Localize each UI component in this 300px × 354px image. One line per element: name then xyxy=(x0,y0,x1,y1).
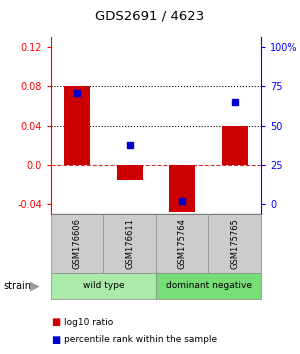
Text: GDS2691 / 4623: GDS2691 / 4623 xyxy=(95,10,205,22)
Text: GSM176606: GSM176606 xyxy=(73,218,82,269)
Bar xyxy=(169,165,195,212)
Text: ■: ■ xyxy=(51,335,60,345)
Text: log10 ratio: log10 ratio xyxy=(64,318,114,327)
Text: GSM175765: GSM175765 xyxy=(230,218,239,269)
Bar xyxy=(64,86,90,165)
Bar xyxy=(117,165,143,180)
Text: GSM175764: GSM175764 xyxy=(178,218,187,269)
Text: GSM176611: GSM176611 xyxy=(125,218,134,269)
Text: strain: strain xyxy=(3,281,31,291)
Text: ■: ■ xyxy=(51,317,60,327)
Text: dominant negative: dominant negative xyxy=(166,281,251,290)
Bar xyxy=(222,126,248,165)
Text: ▶: ▶ xyxy=(30,279,39,292)
Text: percentile rank within the sample: percentile rank within the sample xyxy=(64,335,218,344)
Text: wild type: wild type xyxy=(83,281,124,290)
